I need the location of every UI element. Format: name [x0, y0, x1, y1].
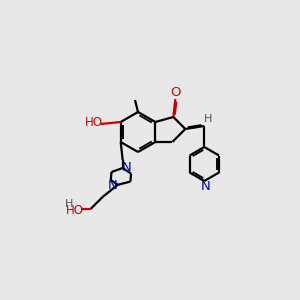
Text: H: H: [64, 199, 73, 209]
Text: N: N: [122, 160, 132, 173]
Text: HO: HO: [85, 116, 103, 130]
Text: N: N: [108, 179, 118, 192]
Text: H: H: [204, 114, 212, 124]
Text: N: N: [200, 181, 210, 194]
Text: HO: HO: [66, 204, 84, 217]
Text: O: O: [170, 85, 181, 98]
